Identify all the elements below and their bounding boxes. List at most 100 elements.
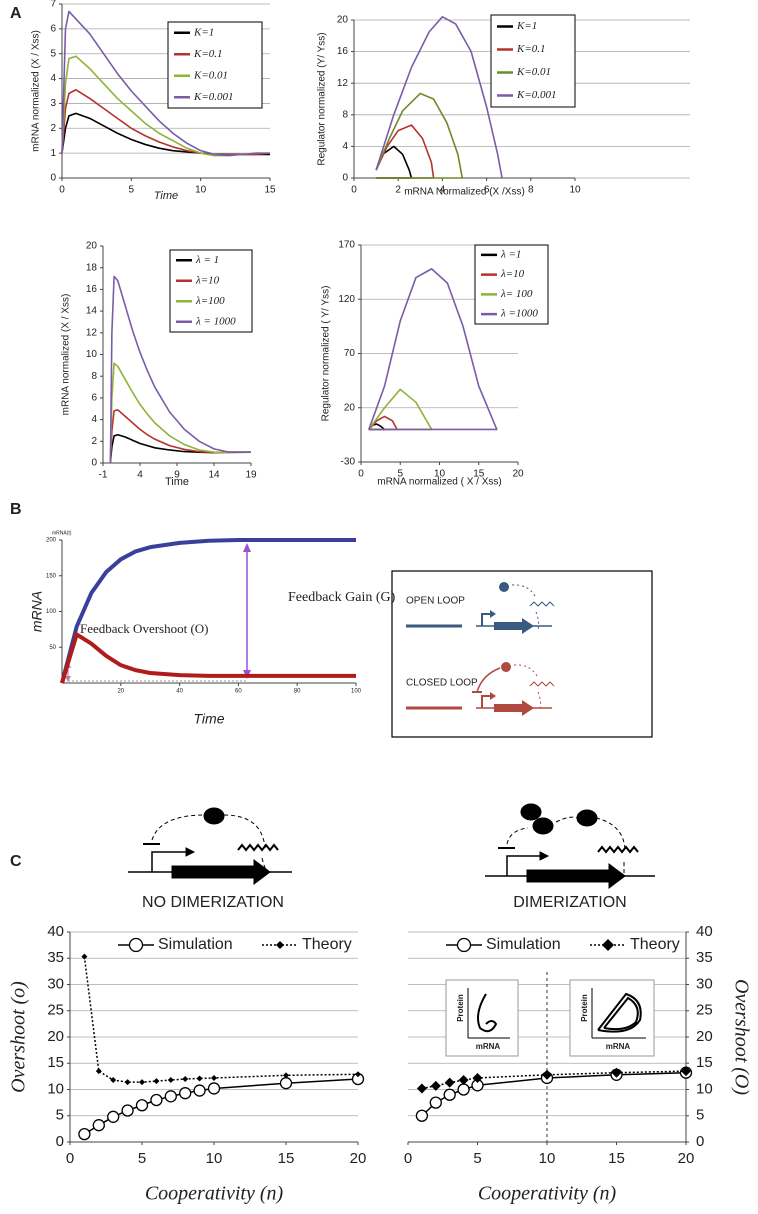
x-tick-label: 4 <box>440 185 446 196</box>
x-tick-label: 9 <box>174 470 180 481</box>
inset-trajectory <box>477 993 498 1033</box>
y-tick-label: 50 <box>49 645 56 651</box>
x-tick-label: 2 <box>395 185 401 196</box>
y-tick-label: 0 <box>91 458 97 469</box>
y-tick-label: 20 <box>696 1028 713 1045</box>
annotation-arrows <box>65 543 251 682</box>
legend-box <box>169 249 253 333</box>
legend-label: K=0.1 <box>193 48 223 60</box>
x-tick-label: 10 <box>539 1150 556 1167</box>
legend-label: K=1 <box>516 20 537 32</box>
y-tick-label: 35 <box>696 949 713 966</box>
y-tick-label: 5 <box>50 48 56 59</box>
x-tick-label: 15 <box>473 469 485 480</box>
panel-label: C <box>10 853 22 870</box>
y-tick-label: 10 <box>47 1080 64 1097</box>
x-tick-label: 19 <box>245 470 257 481</box>
y-tick-label: 20 <box>86 241 98 252</box>
y-tick-label: 5 <box>56 1107 64 1124</box>
y-axis-label: Overshoot (O) <box>730 979 752 1095</box>
x-tick-label: 5 <box>138 1150 146 1167</box>
point <box>429 1096 442 1109</box>
y-tick-label: 8 <box>342 109 348 120</box>
x-tick-label: 40 <box>176 689 183 695</box>
legend-box <box>474 244 549 325</box>
x-tick-label: 80 <box>294 689 301 695</box>
x-tick-label: 6 <box>484 185 490 196</box>
x-axis-label: Time <box>154 190 178 202</box>
y-tick-label: 1 <box>50 148 56 159</box>
y-tick-label: 2 <box>50 123 56 134</box>
x-tick-label: 15 <box>264 185 276 196</box>
legend-label: OPEN LOOP <box>406 596 465 607</box>
y-tick-label: 25 <box>47 1002 64 1019</box>
chart: 0 2 4 6 8 10 12 14 16 18 20 -1 4 9 14 19 Time mRNA normal… <box>61 241 257 488</box>
point <box>78 1127 91 1141</box>
y-tick-label: 150 <box>46 573 57 579</box>
x-tick-label: 8 <box>528 185 534 196</box>
x-tick-label: 4 <box>137 470 143 481</box>
legend-label: K=0.1 <box>516 43 546 55</box>
y-tick-label: 4 <box>50 73 56 84</box>
series-line <box>60 538 356 684</box>
x-axis-label: Time <box>165 476 189 488</box>
y-tick-label: 10 <box>696 1080 713 1097</box>
point <box>444 1077 455 1088</box>
y-tick-label: 20 <box>344 402 356 413</box>
series-line <box>109 362 252 464</box>
y-tick-label: 3 <box>50 98 56 109</box>
series-line <box>83 956 359 1083</box>
loop-legend <box>391 570 653 738</box>
x-tick-label: 10 <box>434 469 446 480</box>
circuit-dimer <box>485 803 655 889</box>
point <box>211 1074 217 1081</box>
y-tick-label: 0 <box>50 173 56 184</box>
annotation: Feedback Gain (G) <box>288 590 396 605</box>
point <box>182 1076 189 1082</box>
y-tick-label: 14 <box>86 306 98 317</box>
point <box>416 1083 427 1094</box>
y-axis-label: Overshoot (o) <box>8 981 30 1093</box>
legend-label: Theory <box>630 936 680 953</box>
point <box>196 1075 203 1082</box>
point <box>139 1079 145 1086</box>
y-tick-label: 35 <box>47 949 64 966</box>
legend-label: λ =1 <box>500 248 521 260</box>
point <box>81 953 88 960</box>
x-tick-label: 5 <box>473 1150 481 1167</box>
series-line <box>60 632 356 684</box>
series-line <box>375 92 464 179</box>
inset-x-label: mRNA <box>606 1042 631 1051</box>
x-axis-label: Cooperativity (n) <box>145 1183 284 1205</box>
inset-trajectory <box>597 992 642 1033</box>
x-tick-label: 0 <box>404 1150 412 1167</box>
x-tick-label: 20 <box>350 1150 367 1167</box>
x-axis-label: mRNA Normalized (X /Xss) <box>404 187 525 198</box>
y-tick-label: 0 <box>56 1133 64 1150</box>
y-tick-label: 6 <box>50 23 56 34</box>
point <box>107 1110 120 1123</box>
legend-marker <box>128 937 144 953</box>
y-tick-label: 5 <box>696 1107 704 1124</box>
inset-y-label: Protein <box>456 994 465 1022</box>
inset-box <box>445 979 519 1057</box>
chart: 0 5 10 15 20 25 30 35 40 0 5 10 15 20 Cooperativity (n… <box>404 894 753 1204</box>
legend-label: Simulation <box>158 936 233 953</box>
x-tick-label: 10 <box>569 185 581 196</box>
x-tick-label: 20 <box>117 689 124 695</box>
y-tick-label: 12 <box>86 327 98 338</box>
legend-label: λ= 100 <box>500 288 533 300</box>
panel-label: B <box>10 501 22 518</box>
legend-label: λ = 1 <box>195 254 219 266</box>
y-tick-label: 30 <box>47 975 64 992</box>
legend-label: CLOSED LOOP <box>406 678 478 689</box>
y-tick-label: 20 <box>337 15 349 26</box>
point <box>207 1082 221 1095</box>
inset-y-label: Protein <box>580 994 589 1022</box>
x-axis-label: Time <box>194 711 225 727</box>
legend-label: λ =1000 <box>500 308 538 320</box>
point <box>430 1080 441 1091</box>
point <box>355 1071 361 1078</box>
legend-marker <box>276 941 284 949</box>
y-tick-label: 18 <box>86 262 98 273</box>
